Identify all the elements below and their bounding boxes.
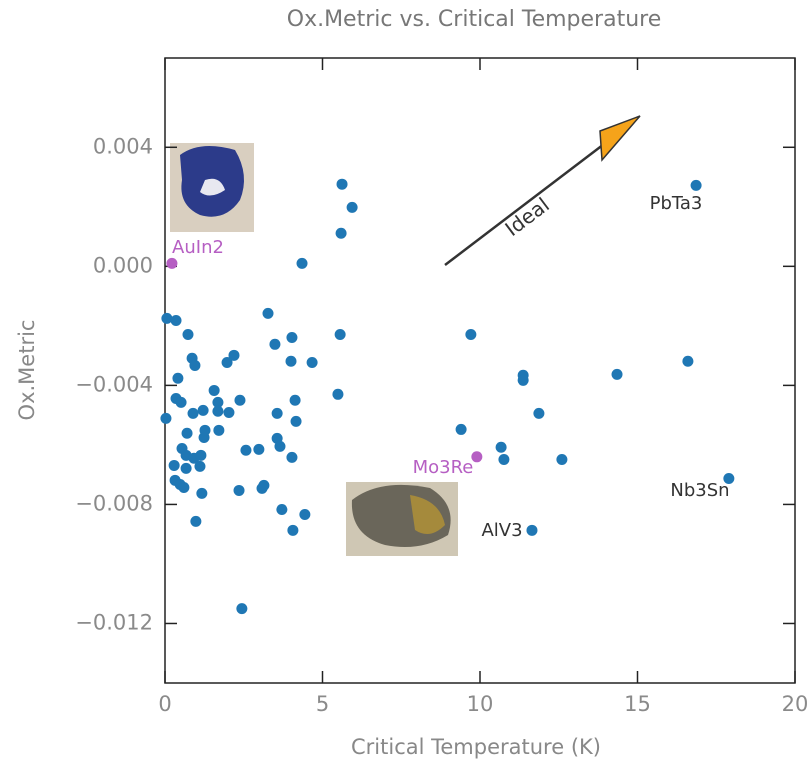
- point: [234, 395, 245, 406]
- point: [286, 332, 297, 343]
- point: [181, 463, 192, 474]
- point: [286, 452, 297, 463]
- y-tick-label: −0.004: [75, 372, 153, 396]
- point: [196, 488, 207, 499]
- point: [166, 258, 177, 269]
- point: [161, 313, 172, 324]
- point: [222, 357, 233, 368]
- point: [240, 445, 251, 456]
- point: [258, 480, 269, 491]
- x-tick-label: 5: [316, 692, 329, 716]
- point: [336, 228, 347, 239]
- point: [194, 461, 205, 472]
- point: [263, 308, 274, 319]
- point: [274, 441, 285, 452]
- plot-frame: [165, 58, 795, 683]
- point: [332, 389, 343, 400]
- chart: Ox.Metric vs. Critical Temperature Criti…: [0, 0, 807, 771]
- x-tick-label: 10: [467, 692, 494, 716]
- point: [182, 329, 193, 340]
- y-tick-label: −0.008: [75, 491, 153, 515]
- point: [195, 450, 206, 461]
- point: [172, 373, 183, 384]
- point: [223, 407, 234, 418]
- point: [456, 424, 467, 435]
- point: [276, 504, 287, 515]
- point: [236, 603, 247, 614]
- point: [287, 525, 298, 536]
- point: [337, 179, 348, 190]
- point: [290, 395, 301, 406]
- point: [171, 315, 182, 326]
- point: [533, 408, 544, 419]
- point-annotation: Mo3Re: [413, 457, 474, 478]
- point: [612, 369, 623, 380]
- point: [198, 405, 209, 416]
- x-tick-label: 0: [158, 692, 171, 716]
- point: [682, 356, 693, 367]
- point: [465, 329, 476, 340]
- point: [691, 180, 702, 191]
- point-annotation: Nb3Sn: [670, 480, 729, 501]
- x-tick-label: 15: [624, 692, 651, 716]
- point: [169, 460, 180, 471]
- point: [286, 356, 297, 367]
- point: [234, 485, 245, 496]
- point: [556, 454, 567, 465]
- arrow-label: Ideal: [500, 193, 553, 241]
- point: [200, 425, 211, 436]
- point: [189, 360, 200, 371]
- point: [297, 258, 308, 269]
- point: [291, 416, 302, 427]
- y-tick-label: −0.012: [75, 610, 153, 634]
- point: [213, 425, 224, 436]
- point: [518, 375, 529, 386]
- y-axis-label: Ox.Metric: [15, 320, 39, 421]
- point: [269, 339, 280, 350]
- point: [182, 428, 193, 439]
- x-axis-label: Critical Temperature (K): [351, 735, 601, 759]
- point: [272, 408, 283, 419]
- sample-photo: [170, 143, 254, 232]
- point: [253, 444, 264, 455]
- y-tick-label: 0.004: [93, 134, 153, 158]
- point: [307, 357, 318, 368]
- point: [176, 397, 187, 408]
- ideal-arrow: [445, 116, 640, 265]
- point-annotation: PbTa3: [650, 193, 703, 214]
- y-tick-label: 0.000: [93, 253, 153, 277]
- point: [212, 406, 223, 417]
- point: [496, 442, 507, 453]
- x-tick-label: 20: [782, 692, 807, 716]
- point: [347, 202, 358, 213]
- point: [188, 408, 199, 419]
- point: [299, 509, 310, 520]
- point: [335, 329, 346, 340]
- point-annotation: AuIn2: [172, 237, 224, 258]
- point: [160, 413, 171, 424]
- point: [178, 482, 189, 493]
- point: [190, 516, 201, 527]
- point: [498, 454, 509, 465]
- point: [526, 525, 537, 536]
- point: [209, 385, 220, 396]
- point-annotation: AlV3: [481, 520, 522, 541]
- chart-title: Ox.Metric vs. Critical Temperature: [287, 7, 661, 32]
- sample-photo: [346, 482, 458, 556]
